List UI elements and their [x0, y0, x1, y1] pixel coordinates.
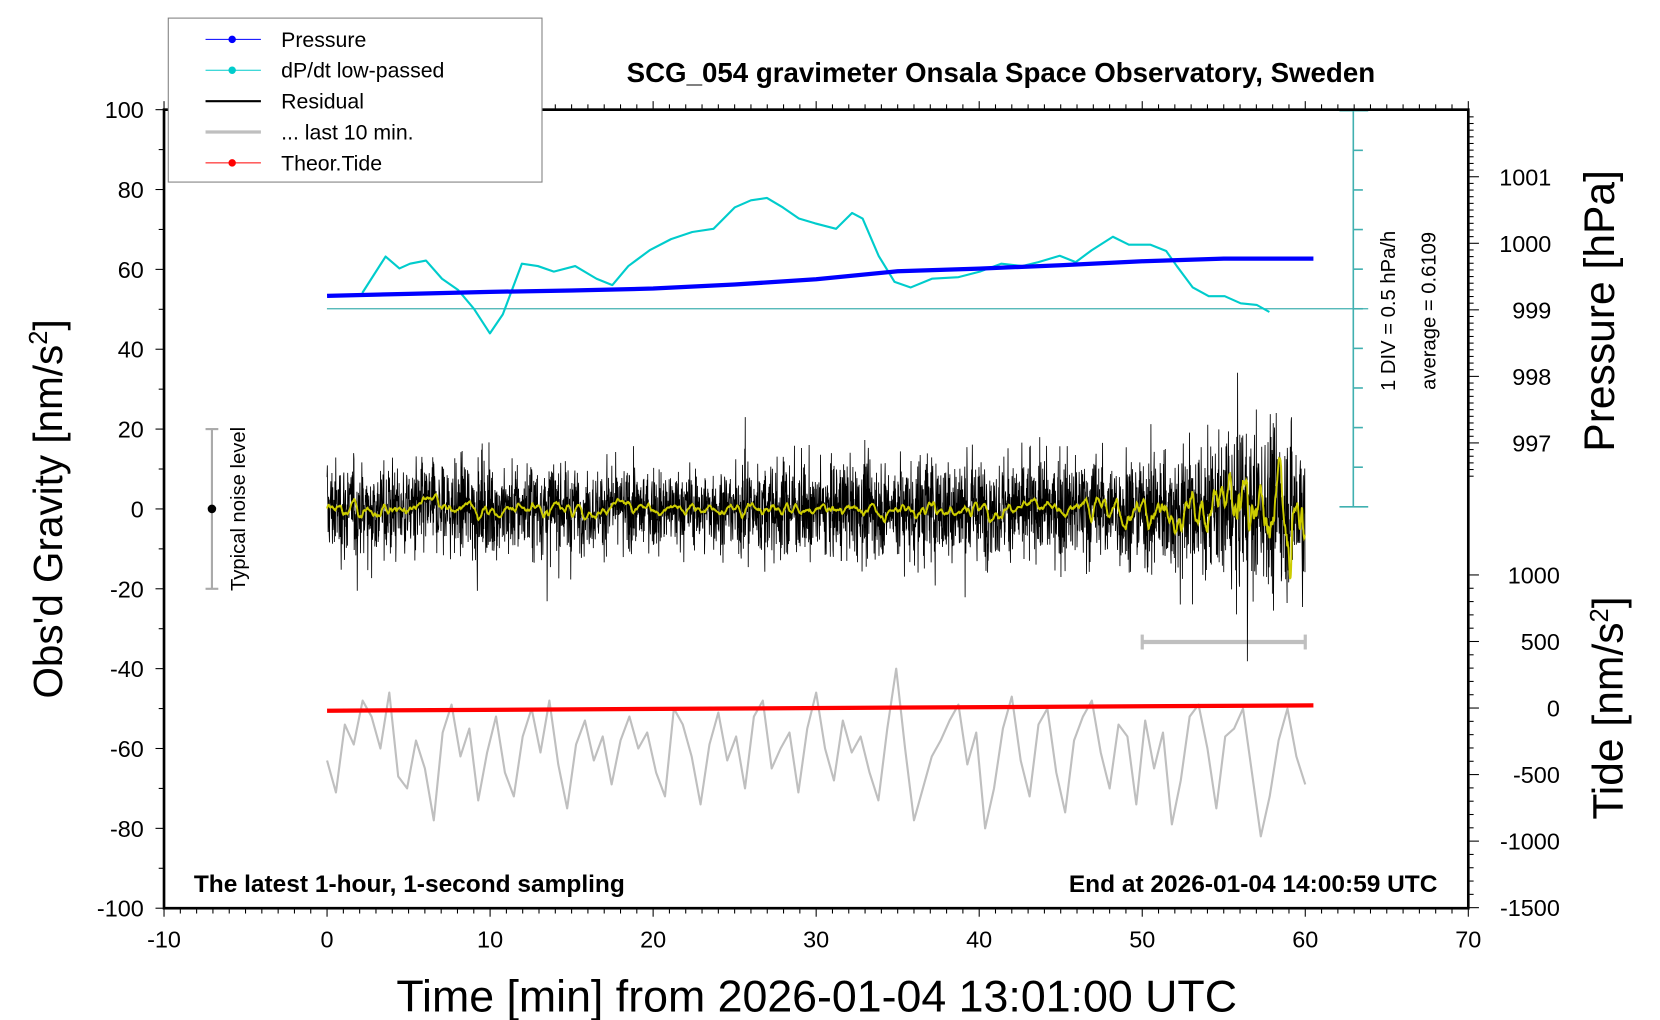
y-tick-label: -60: [110, 736, 144, 762]
y-tick-label: 0: [131, 496, 144, 522]
x-tick-label: 70: [1455, 927, 1481, 953]
y-tick-label: -40: [110, 656, 144, 682]
y-tick-label: 20: [118, 417, 144, 443]
series-layer: [205, 109, 1369, 838]
chart-title: SCG_054 gravimeter Onsala Space Observat…: [627, 57, 1376, 88]
axes-layer: -10 0 10 20 30 40 50 60 70100806040200-20-40-60-…: [97, 97, 1560, 952]
average-label: average = 0.6109: [1418, 232, 1440, 390]
noise-level-dot: [207, 504, 217, 514]
y-tick-label: 80: [118, 177, 144, 203]
residual-lowpass-line: [326, 456, 1306, 580]
y-tick-label: -100: [97, 896, 144, 922]
pressure-tick-label: 1000: [1499, 231, 1551, 257]
legend-label: Residual: [281, 90, 364, 114]
tide-tick-label: 1000: [1508, 562, 1560, 588]
y-tick-label: -80: [110, 816, 144, 842]
x-tick-label: 20: [640, 927, 666, 953]
y-tick-label: 60: [118, 257, 144, 283]
residual-line: [326, 372, 1306, 662]
x-tick-label: -10: [147, 927, 181, 953]
y-tick-label: 40: [118, 337, 144, 363]
x-tick-label: 60: [1292, 927, 1318, 953]
legend: Pressure dP/dt low-passed Residual ... last…: [167, 17, 543, 183]
last10-min-line: [326, 667, 1307, 838]
x-tick-label: 30: [803, 927, 829, 953]
x-tick-label: 10: [477, 927, 503, 953]
pressure-tick-label: 999: [1512, 297, 1551, 323]
y-tick-label: -20: [110, 576, 144, 602]
tide-tick-label: -1000: [1500, 829, 1560, 855]
legend-label: Pressure: [281, 28, 366, 52]
x-axis-label: Time [min] from 2026-01-04 13:01:00 UTC: [396, 972, 1237, 1020]
tide-axis-label: Tide [nm/s2]: [1585, 596, 1633, 819]
y-axis-label: Obs'd Gravity [nm/s2]: [25, 319, 71, 698]
x-tick-label: 0: [321, 927, 334, 953]
x-tick-label: 50: [1129, 927, 1155, 953]
pressure-line: [327, 256, 1314, 298]
tide-tick-label: 500: [1521, 629, 1560, 655]
annotation-end-time: End at 2026-01-04 14:00:59 UTC: [1069, 871, 1438, 898]
tide-tick-label: 0: [1547, 696, 1560, 722]
pressure-tick-label: 998: [1512, 364, 1551, 390]
legend-label: Theor.Tide: [281, 151, 382, 175]
tide-tick-label: -500: [1513, 762, 1560, 788]
pressure-axis-label: Pressure [hPa]: [1576, 170, 1624, 452]
theor-tide-line: [327, 703, 1314, 713]
noise-level-label: Typical noise level: [228, 427, 250, 591]
pressure-tick-label: 1001: [1499, 164, 1551, 190]
legend-swatch-dot: [228, 35, 236, 44]
legend-swatch-dot: [228, 66, 236, 74]
legend-label: ... last 10 min.: [281, 120, 413, 144]
div-scale-label: 1 DIV = 0.5 hPa/h: [1378, 231, 1400, 391]
y-tick-label: 100: [105, 97, 144, 123]
legend-label: dP/dt low-passed: [281, 59, 444, 83]
legend-swatch-dot: [228, 159, 236, 167]
pressure-tick-label: 997: [1512, 430, 1551, 456]
tide-tick-label: -1500: [1500, 895, 1560, 921]
dpdt-line: [361, 196, 1270, 335]
x-tick-label: 40: [966, 927, 992, 953]
annotation-sampling: The latest 1-hour, 1-second sampling: [194, 871, 625, 898]
